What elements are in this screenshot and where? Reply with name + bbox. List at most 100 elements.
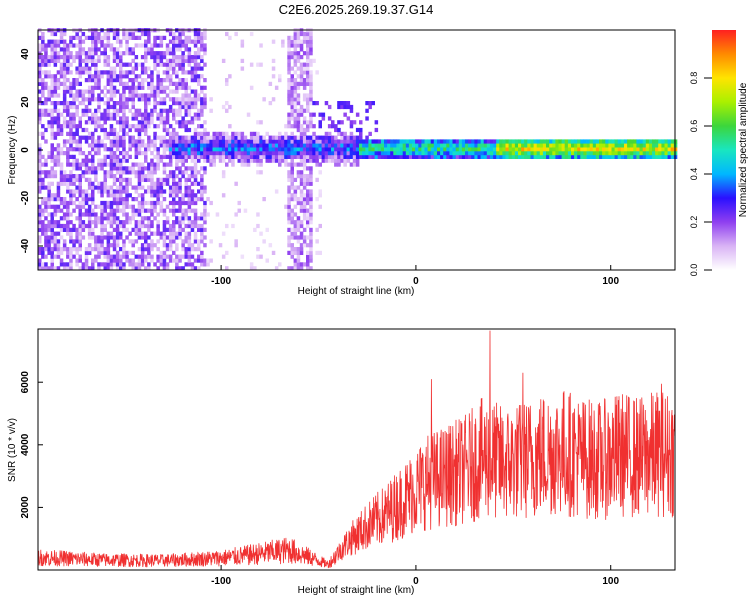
heatmap-cell <box>299 231 304 236</box>
heatmap-cell <box>140 258 145 263</box>
heatmap-cell <box>162 197 167 202</box>
heatmap-cell <box>147 93 151 98</box>
heatmap-cell <box>296 112 301 117</box>
heatmap-cell <box>144 70 148 75</box>
heatmap-cell <box>203 262 207 267</box>
heatmap-cell <box>144 131 148 136</box>
heatmap-cell <box>137 227 142 232</box>
heatmap-cell <box>549 139 553 144</box>
heatmap-cell <box>249 139 254 144</box>
heatmap-cell <box>187 220 192 225</box>
heatmap-cell <box>66 70 70 75</box>
heatmap-cell <box>72 154 76 159</box>
heatmap-cell <box>47 93 51 98</box>
heatmap-cell <box>455 139 460 144</box>
heatmap-cell <box>62 170 67 175</box>
heatmap-cell <box>162 143 167 148</box>
heatmap-cell <box>231 223 235 229</box>
heatmap-cell <box>168 31 173 37</box>
heatmap-cell <box>87 101 92 106</box>
heatmap-cell <box>193 177 198 182</box>
heatmap-cell <box>81 200 86 206</box>
heatmap-cell <box>299 55 304 60</box>
heatmap-cell <box>474 143 478 148</box>
heatmap-cell <box>75 227 79 232</box>
heatmap-cell <box>137 108 142 113</box>
heatmap-cell <box>47 185 51 190</box>
heatmap-cell <box>290 143 294 148</box>
heatmap-cell <box>59 181 64 186</box>
heatmap-cell <box>50 247 54 252</box>
heatmap-cell <box>287 70 291 75</box>
heatmap-cell <box>296 120 301 125</box>
heatmap-cell <box>661 154 665 159</box>
heatmap-cell <box>162 212 167 217</box>
heatmap-cell <box>168 185 173 190</box>
heatmap-cell <box>221 131 226 136</box>
heatmap-cell <box>302 200 307 206</box>
heatmap-cell <box>203 166 207 171</box>
heatmap-cell <box>144 151 148 156</box>
heatmap-cell <box>100 223 104 229</box>
heatmap-cell <box>97 55 101 60</box>
heatmap-cell <box>175 208 179 213</box>
heatmap-cell <box>374 139 379 144</box>
heatmap-cell <box>197 97 201 102</box>
heatmap-cell <box>119 97 123 102</box>
heatmap-cell <box>56 81 61 86</box>
heatmap-cell <box>193 127 198 133</box>
heatmap-cell <box>200 154 204 159</box>
heatmap-cell <box>193 43 198 48</box>
heatmap-cell <box>156 35 160 40</box>
heatmap-cell <box>256 170 260 175</box>
heatmap-cell <box>72 166 76 171</box>
heatmap-cell <box>44 208 48 213</box>
heatmap-cell <box>140 151 145 156</box>
heatmap-cell <box>81 162 86 167</box>
heatmap-cell <box>390 147 394 152</box>
heatmap-cell <box>278 162 282 167</box>
heatmap-cell <box>402 154 407 159</box>
heatmap-cell <box>84 58 89 63</box>
heatmap-cell <box>184 81 188 86</box>
heatmap-cell <box>87 208 92 213</box>
heatmap-cell <box>81 97 86 102</box>
heatmap-cell <box>564 147 569 152</box>
heatmap-cell <box>265 154 269 159</box>
heatmap-cell <box>125 131 129 136</box>
heatmap-cell <box>53 116 58 121</box>
heatmap-cell <box>306 139 310 144</box>
heatmap-cell <box>144 189 148 194</box>
heatmap-cell <box>119 78 123 83</box>
heatmap-cell <box>190 170 195 175</box>
heatmap-cell <box>41 254 45 259</box>
heatmap-cell <box>652 154 656 159</box>
heatmap-cell <box>100 35 104 40</box>
heatmap-cell <box>75 104 79 110</box>
heatmap-cell <box>240 162 245 167</box>
heatmap-cell <box>461 139 466 144</box>
heatmap-cell <box>184 181 188 186</box>
heatmap-cell <box>159 200 164 206</box>
heatmap-cell <box>187 208 192 213</box>
heatmap-cell <box>402 147 407 152</box>
heatmap-cell <box>69 212 73 217</box>
heatmap-cell <box>38 239 42 244</box>
heatmap-cell <box>302 204 307 209</box>
heatmap-cell <box>193 39 198 44</box>
heatmap-cell <box>112 116 117 121</box>
heatmap-cell <box>190 254 195 259</box>
heatmap-cell <box>50 81 54 86</box>
heatmap-cell <box>458 151 463 156</box>
heatmap-cell <box>97 85 101 90</box>
heatmap-cell <box>66 154 70 159</box>
heatmap-cell <box>667 143 672 148</box>
heatmap-cell <box>168 231 173 236</box>
heatmap-cell <box>156 231 160 236</box>
heatmap-cell <box>84 112 89 117</box>
heatmap-cell <box>225 266 229 271</box>
heatmap-cell <box>306 158 310 163</box>
heatmap-cell <box>115 89 120 94</box>
heatmap-cell <box>162 258 167 263</box>
